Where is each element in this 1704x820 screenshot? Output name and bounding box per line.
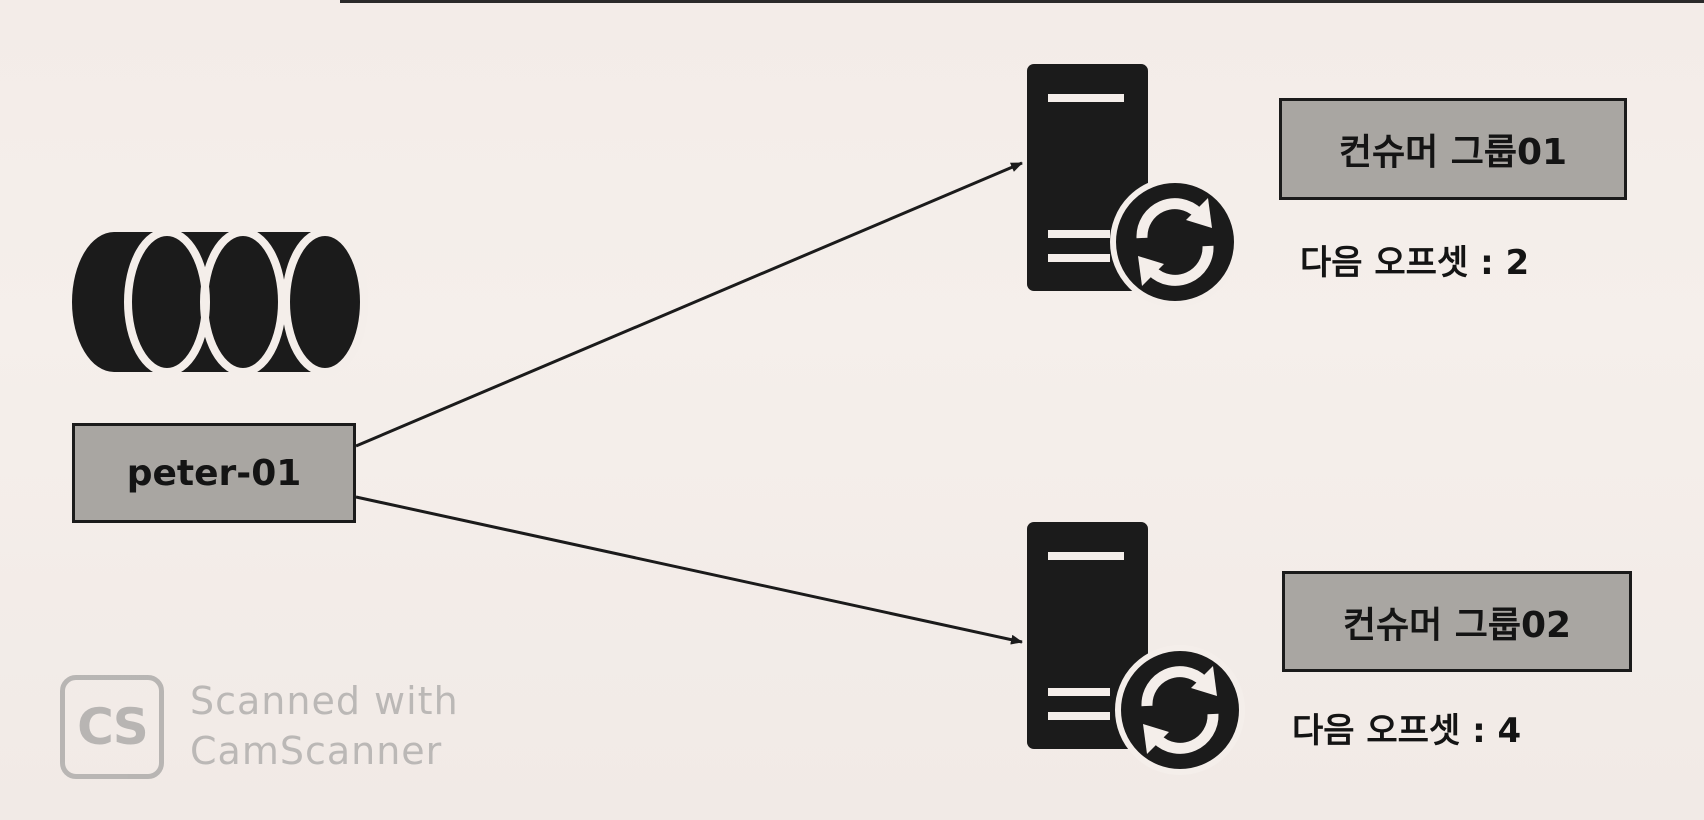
database-icon [72, 228, 368, 376]
consumer-group-01-label: 컨슈머 그룹01 [1279, 98, 1627, 200]
topic-label: peter-01 [72, 423, 356, 523]
sync-arrows-icon [1141, 666, 1219, 754]
camscanner-logo-icon: CS [60, 675, 164, 779]
camscanner-watermark: CS Scanned with CamScanner [60, 675, 500, 785]
watermark-line-2: CamScanner [190, 729, 443, 773]
sync-arrows-icon [1136, 198, 1214, 286]
arrow-to-group01 [355, 161, 1023, 448]
consumer-group-02-offset: 다음 오프셋 : 4 [1292, 711, 1522, 751]
consumer-group-01-offset: 다음 오프셋 : 2 [1300, 243, 1530, 283]
watermark-line-1: Scanned with [190, 679, 459, 723]
consumer-group-02-label: 컨슈머 그룹02 [1282, 571, 1632, 672]
top-rule [340, 0, 1704, 3]
arrow-to-group02 [355, 495, 1023, 645]
server-sync-icon [1027, 522, 1245, 775]
server-sync-icon [1027, 64, 1240, 307]
